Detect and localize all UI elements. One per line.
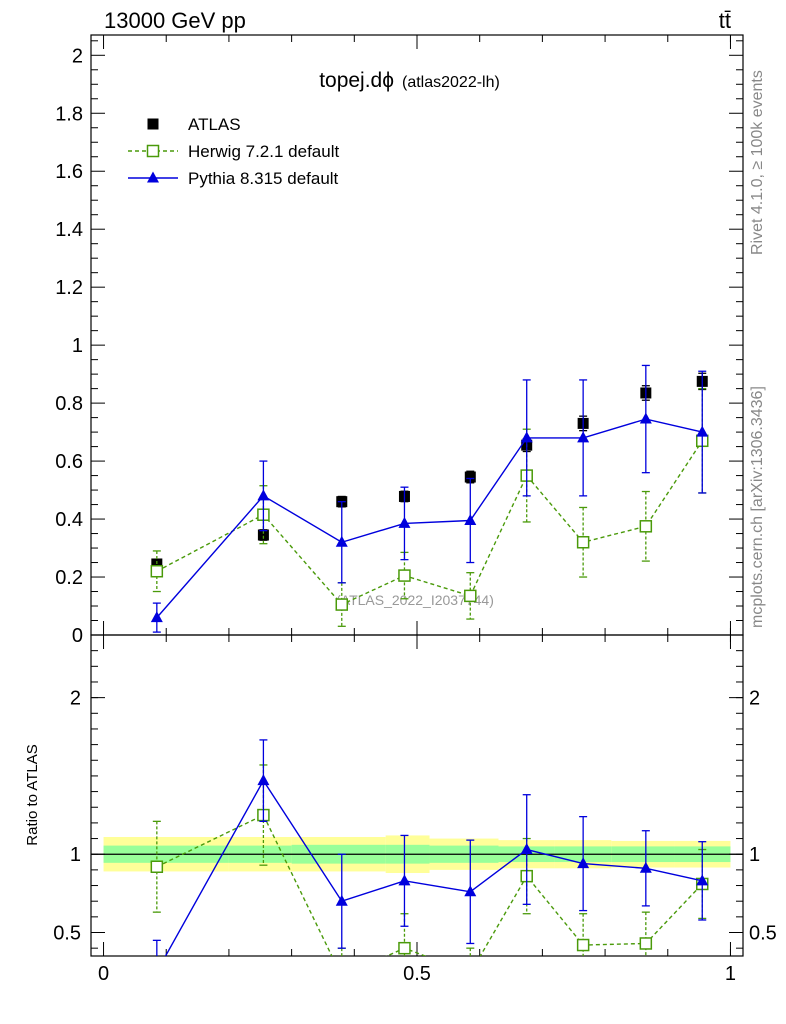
pythia-main-point: [464, 514, 477, 526]
main-panel-series: [150, 364, 709, 633]
y-tick-label-main: 0: [72, 625, 83, 647]
pythia-main-point: [335, 535, 348, 547]
herwig-ratio-line: [156, 814, 703, 956]
legend-label: ATLAS: [188, 115, 241, 134]
herwig-main-point: [335, 598, 349, 611]
herwig-ratio-point: [465, 968, 476, 979]
y-tick-label-main: 1: [72, 335, 83, 357]
x-tick-label: 0.5: [403, 963, 431, 985]
legend-marker: [147, 171, 159, 183]
analysis-watermark: (ATLAS_2022_I2037744): [336, 592, 494, 608]
y-tick-label-main: 1.8: [55, 103, 83, 125]
pythia-ratio-point: [520, 843, 533, 855]
ratio-panel-series: [150, 739, 709, 982]
y-tick-label-main: 1.4: [55, 219, 83, 241]
herwig-ratio-point: [336, 971, 347, 982]
ratio-ylabel: Ratio to ATLAS: [24, 744, 41, 845]
pythia-ratio-line: [164, 779, 703, 956]
y-tick-label-ratio: 1: [70, 844, 81, 866]
pythia-main-point: [398, 516, 411, 528]
herwig-main-point: [464, 589, 477, 603]
herwig-ratio-point: [398, 941, 411, 955]
legend-label: Pythia 8.315 default: [188, 169, 339, 188]
rivet-label: Rivet 4.1.0, ≥ 100k events: [749, 70, 766, 255]
legend-marker: [146, 144, 160, 158]
pythia-main-point: [577, 431, 590, 443]
y-tick-label-ratio-right: 1: [749, 844, 760, 866]
process-label: tt̄: [719, 8, 731, 33]
herwig-ratio-point: [576, 938, 590, 952]
y-tick-label-ratio: 2: [70, 688, 81, 710]
y-tick-label-main: 1.6: [55, 161, 83, 183]
legend-marker: [147, 118, 159, 130]
herwig-main-point: [150, 564, 164, 578]
atlas-main-point: [151, 558, 163, 570]
pythia-ratio-point: [464, 885, 477, 897]
pythia-main-point: [520, 431, 533, 443]
x-tick-label: 0: [98, 963, 109, 985]
y-tick-label-main: 0.6: [55, 451, 83, 473]
y-tick-label-main: 0.4: [55, 509, 83, 531]
herwig-ratio-point: [639, 937, 653, 950]
legend-label: Herwig 7.2.1 default: [188, 142, 339, 161]
pythia-main-point: [696, 425, 709, 437]
y-tick-label-ratio-right: 2: [749, 688, 760, 710]
pythia-ratio-point: [151, 965, 163, 976]
herwig-main-point: [576, 535, 590, 549]
atlas-main-point: [464, 471, 476, 483]
herwig-main-point: [639, 520, 653, 533]
pythia-ratio-point: [257, 774, 270, 786]
pythia-main-point: [257, 489, 270, 501]
pythia-main-point: [150, 611, 163, 623]
pythia-ratio-point: [639, 861, 652, 873]
legend: ATLAS Herwig 7.2.1 default Pythia 8.315 de…: [128, 115, 339, 188]
pythia-main-line: [156, 418, 703, 619]
y-tick-label-main: 0.8: [55, 393, 83, 415]
energy-label: 13000 GeV pp: [104, 8, 246, 33]
y-tick-label-main: 2: [72, 45, 83, 67]
y-tick-label-ratio-right: 0.5: [749, 923, 777, 945]
x-tick-label: 1: [725, 963, 736, 985]
pythia-ratio-point: [398, 874, 411, 886]
pythia-ratio-point: [577, 857, 590, 869]
y-tick-label-main: 1.2: [55, 277, 83, 299]
mcplots-label: mcplots.cern.ch [arXiv:1306.3436]: [749, 386, 766, 628]
chart-title: topej.dϕ: [319, 69, 394, 92]
herwig-ratio-point: [150, 860, 164, 873]
y-tick-label-main: 0.2: [55, 567, 83, 589]
atlas-main-point: [257, 529, 269, 541]
chart-title-sub: (atlas2022-lh): [402, 74, 500, 91]
pythia-ratio-point: [335, 894, 348, 906]
y-tick-label-ratio: 0.5: [53, 923, 81, 945]
herwig-main-point: [398, 569, 411, 582]
ratio-panel-frame: [90, 634, 744, 957]
pythia-main-point: [639, 412, 652, 424]
pythia-ratio-point: [696, 874, 709, 886]
